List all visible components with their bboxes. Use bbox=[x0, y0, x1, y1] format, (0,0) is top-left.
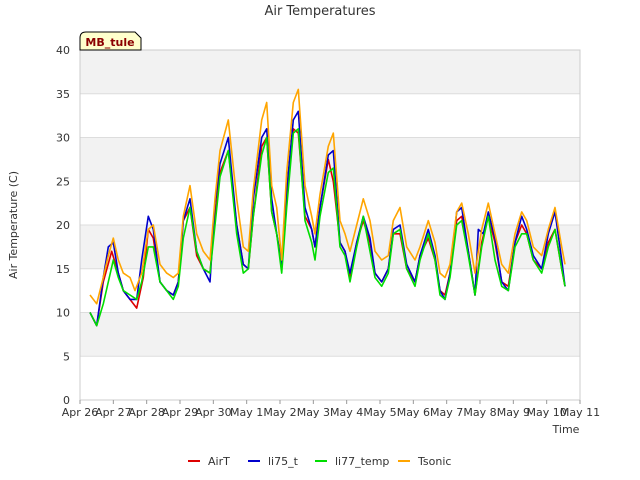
y-tick-label: 5 bbox=[63, 350, 70, 363]
plot-band bbox=[80, 181, 580, 225]
x-tick-label: May 9 bbox=[497, 406, 530, 419]
y-tick-label: 20 bbox=[56, 219, 70, 232]
x-tick-label: May 10 bbox=[527, 406, 567, 419]
y-tick-label: 0 bbox=[63, 394, 70, 407]
plot-band bbox=[80, 356, 580, 400]
plot-band bbox=[80, 137, 580, 182]
plot-band bbox=[80, 312, 580, 357]
x-tick-label: Apr 27 bbox=[95, 406, 132, 419]
axes bbox=[79, 49, 581, 404]
x-tick-label: May 7 bbox=[430, 406, 463, 419]
x-axis-title: Time bbox=[552, 423, 580, 436]
y-tick-labels: 0 5 10 15 20 25 30 35 40 bbox=[56, 44, 70, 407]
y-tick-label: 30 bbox=[56, 132, 70, 145]
legend-label: AirT bbox=[208, 455, 230, 468]
y-tick-label: 35 bbox=[56, 88, 70, 101]
series-line-li77-temp bbox=[89, 128, 566, 327]
plot-frame bbox=[79, 49, 581, 401]
x-tick-label: Apr 30 bbox=[195, 406, 232, 419]
y-tick-label: 25 bbox=[56, 175, 70, 188]
chart-title: Air Temperatures bbox=[264, 4, 375, 19]
x-tick-label: May 5 bbox=[363, 406, 396, 419]
y-axis-title: Air Temperature (C) bbox=[7, 171, 20, 279]
x-tick-label: Apr 28 bbox=[128, 406, 165, 419]
plot-band bbox=[80, 93, 580, 138]
series-line-tsonic bbox=[89, 88, 566, 305]
legend-label: li77_temp bbox=[335, 455, 389, 468]
x-tick-label: May 4 bbox=[330, 406, 363, 419]
x-tick-label: May 1 bbox=[230, 406, 263, 419]
x-tick-label: May 8 bbox=[463, 406, 496, 419]
series-layer bbox=[89, 88, 566, 327]
x-tick-label: Apr 29 bbox=[162, 406, 199, 419]
y-tick-label: 40 bbox=[56, 44, 70, 57]
site-badge-label: MB_tule bbox=[85, 36, 134, 49]
x-tick-label: May 3 bbox=[297, 406, 330, 419]
x-tick-label: May 6 bbox=[397, 406, 430, 419]
plot-band bbox=[80, 268, 580, 313]
legend-label: li75_t bbox=[268, 455, 299, 468]
y-tick-label: 15 bbox=[56, 263, 70, 276]
x-tick-label: Apr 26 bbox=[62, 406, 99, 419]
site-badge-box bbox=[79, 31, 142, 51]
legend: AirT li75_t li77_temp Tsonic bbox=[188, 455, 451, 468]
y-tick-label: 10 bbox=[56, 307, 70, 320]
x-tick-label: May 2 bbox=[263, 406, 296, 419]
plot-band bbox=[80, 50, 580, 94]
plot-background bbox=[80, 50, 580, 400]
legend-label: Tsonic bbox=[417, 455, 451, 468]
site-badge: MB_tule bbox=[79, 31, 142, 51]
x-tick-label: May 11 bbox=[560, 406, 600, 419]
